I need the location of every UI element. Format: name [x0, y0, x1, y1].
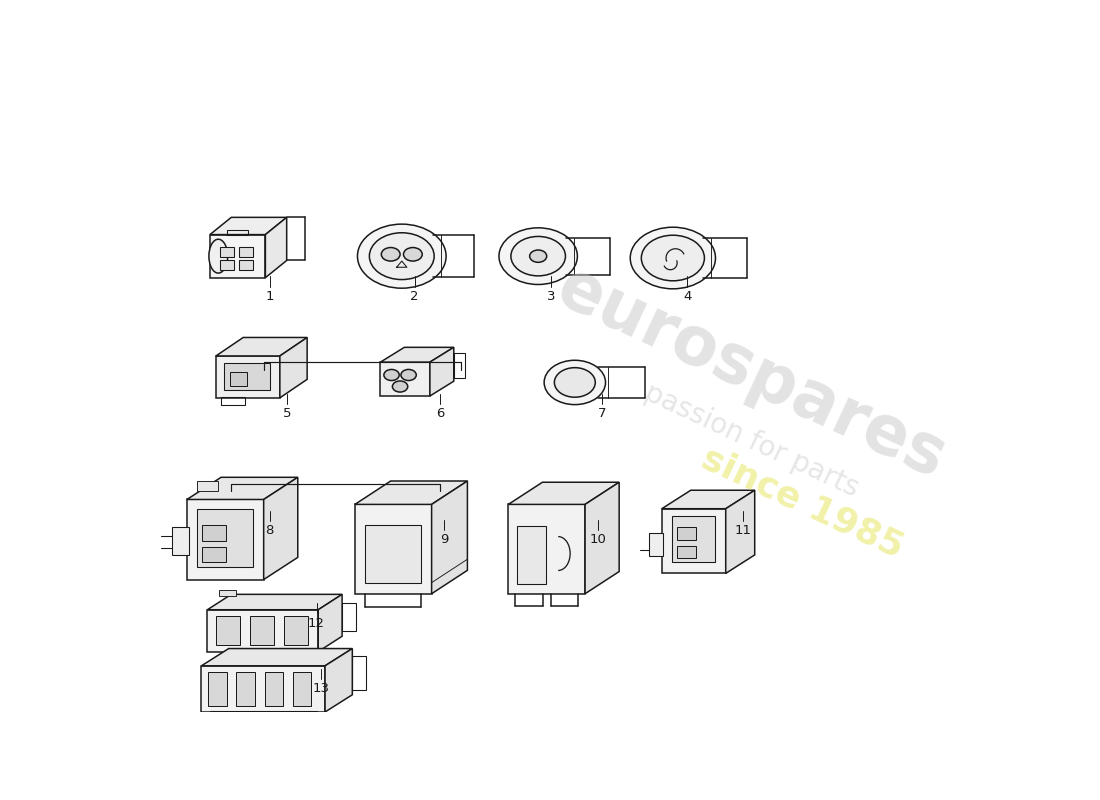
Text: 1: 1 [265, 290, 274, 303]
Polygon shape [318, 594, 342, 652]
Polygon shape [264, 478, 298, 579]
Text: 4: 4 [683, 290, 692, 303]
Polygon shape [508, 482, 619, 505]
Text: 13: 13 [312, 682, 329, 695]
Polygon shape [201, 649, 352, 666]
Bar [239, 261, 253, 270]
Bar [172, 527, 189, 555]
Polygon shape [381, 362, 430, 396]
Bar [454, 354, 465, 378]
Bar [202, 547, 227, 562]
Bar [227, 230, 248, 234]
Polygon shape [355, 481, 468, 505]
Text: passion for parts: passion for parts [640, 379, 862, 503]
Polygon shape [210, 218, 287, 234]
Bar [220, 261, 234, 270]
Bar [352, 656, 366, 690]
Polygon shape [216, 338, 307, 356]
Bar [220, 247, 234, 257]
Bar [284, 616, 308, 646]
Bar [239, 247, 253, 257]
Polygon shape [208, 610, 318, 652]
Circle shape [384, 370, 399, 381]
Bar [672, 516, 715, 562]
Text: since 1985: since 1985 [696, 441, 909, 564]
Polygon shape [201, 666, 326, 712]
Circle shape [499, 228, 578, 285]
Polygon shape [508, 505, 585, 594]
Polygon shape [216, 356, 279, 398]
Polygon shape [187, 499, 264, 579]
Bar [678, 546, 696, 558]
Circle shape [630, 227, 715, 289]
Bar [342, 603, 355, 631]
Polygon shape [726, 490, 755, 574]
Bar [230, 372, 246, 386]
Bar [197, 482, 219, 490]
Bar [365, 525, 421, 582]
Text: 6: 6 [436, 407, 444, 420]
Polygon shape [662, 509, 726, 574]
Bar [293, 672, 311, 706]
Bar [219, 590, 236, 596]
Bar [197, 509, 253, 567]
Bar [250, 616, 274, 646]
Polygon shape [265, 218, 287, 278]
Text: 10: 10 [590, 534, 606, 546]
Bar [236, 672, 255, 706]
Bar [264, 672, 284, 706]
Bar [210, 710, 317, 722]
Circle shape [404, 247, 422, 261]
Circle shape [382, 247, 400, 261]
Ellipse shape [209, 239, 228, 273]
Text: eurospares: eurospares [547, 254, 956, 492]
Circle shape [510, 237, 565, 276]
Text: 12: 12 [308, 617, 324, 630]
Bar [216, 616, 240, 646]
Bar [208, 672, 227, 706]
Polygon shape [585, 482, 619, 594]
Bar [678, 527, 696, 539]
Circle shape [641, 235, 704, 281]
Bar [221, 397, 245, 406]
Polygon shape [431, 481, 467, 594]
Circle shape [370, 233, 434, 279]
Text: 3: 3 [547, 290, 556, 303]
Polygon shape [208, 594, 342, 610]
Circle shape [554, 368, 595, 398]
Polygon shape [381, 347, 454, 362]
Text: 7: 7 [598, 407, 606, 420]
Circle shape [400, 370, 416, 381]
Circle shape [393, 381, 408, 392]
Polygon shape [210, 234, 265, 278]
Text: 5: 5 [283, 407, 290, 420]
Bar [649, 533, 663, 556]
Circle shape [358, 224, 447, 288]
Circle shape [544, 360, 605, 405]
Circle shape [530, 250, 547, 262]
Text: 9: 9 [440, 534, 449, 546]
Polygon shape [355, 505, 431, 594]
Polygon shape [187, 478, 298, 499]
Text: 8: 8 [265, 524, 274, 537]
Bar [202, 526, 227, 541]
Bar [224, 363, 270, 390]
Polygon shape [662, 490, 755, 509]
Text: 11: 11 [735, 524, 751, 537]
Polygon shape [430, 347, 454, 396]
Polygon shape [279, 338, 307, 398]
Text: 2: 2 [410, 290, 419, 303]
Bar [517, 526, 546, 585]
Polygon shape [326, 649, 352, 712]
